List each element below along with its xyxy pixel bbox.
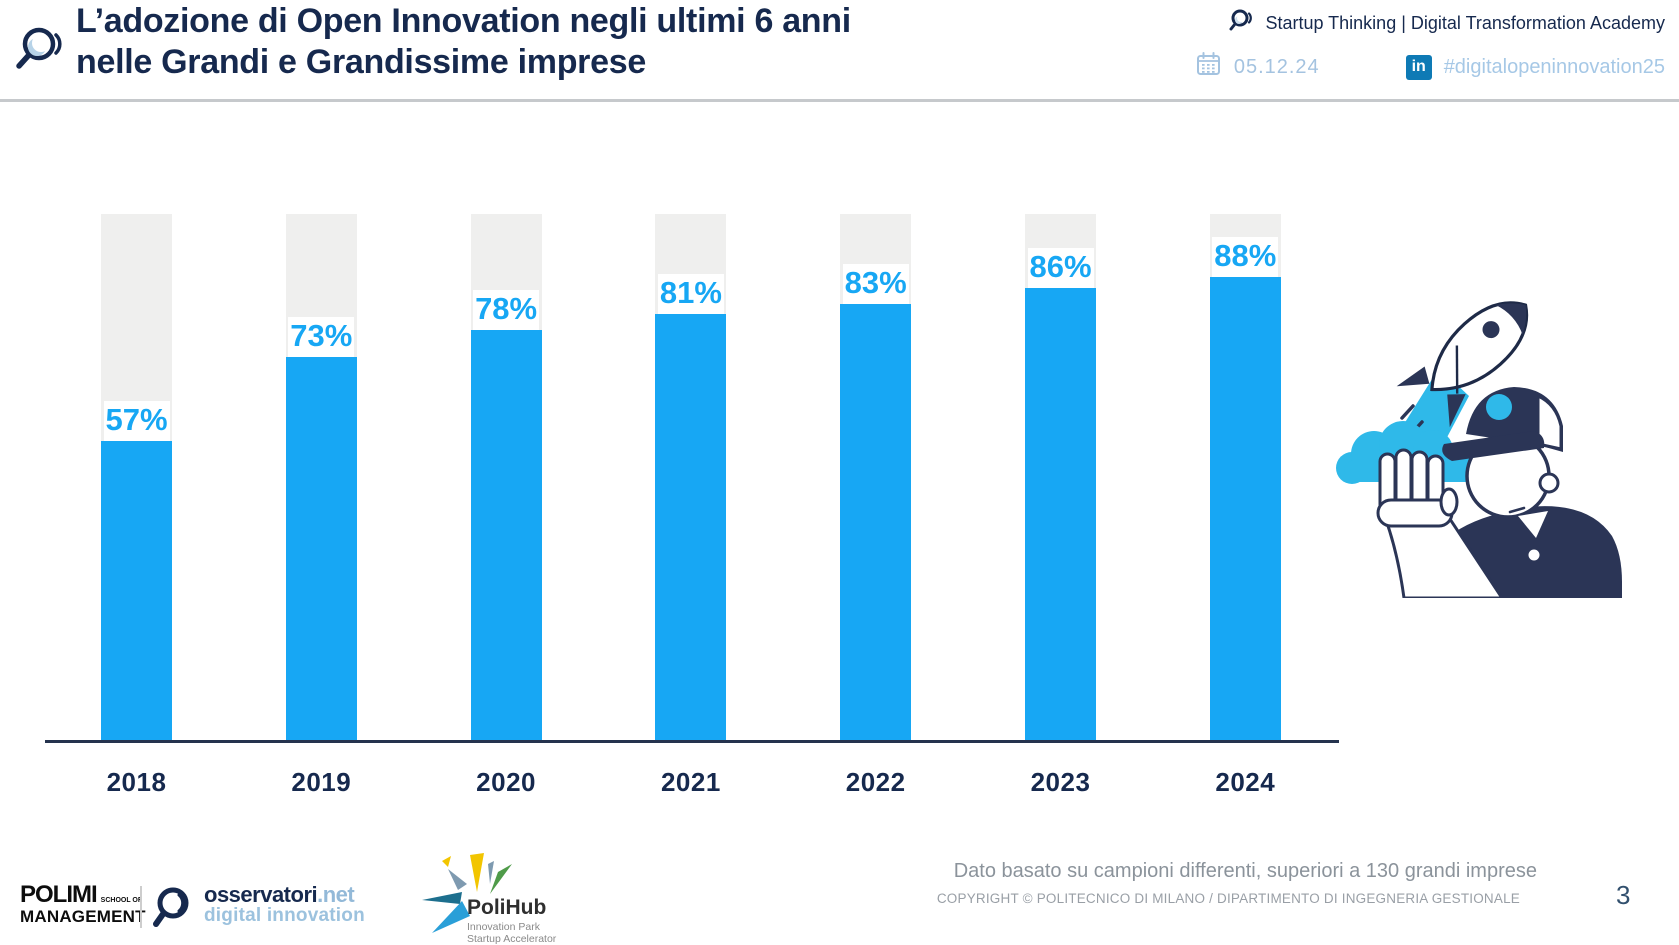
- page-title-line2: nelle Grandi e Grandissime imprese: [76, 43, 646, 81]
- header-event-row: Startup Thinking | Digital Transformatio…: [1229, 8, 1665, 39]
- bar-year-label: 2021: [660, 767, 721, 797]
- bar-year-label: 2023: [1030, 767, 1091, 797]
- bar-group: 78% 2020: [470, 214, 542, 797]
- osservatori-magnifier-icon: [152, 884, 196, 937]
- bar-value-label: 83%: [842, 263, 909, 304]
- magnifier-icon: [1229, 8, 1253, 39]
- bar-value-label: 86%: [1027, 247, 1094, 288]
- bar-value-label: 57%: [103, 401, 170, 442]
- page-title-line1: L’adozione di Open Innovation negli ulti…: [76, 2, 851, 40]
- rocket-icon: [1396, 301, 1529, 428]
- bar-chart: 57% 2018 73% 2019 78% 2020 81% 2021 83% 2022 86% 20…: [101, 214, 1282, 797]
- bar-year-label: 2019: [291, 767, 352, 797]
- event-date: 05.12.24: [1233, 55, 1320, 78]
- page-number: 3: [1616, 880, 1631, 910]
- bar-fill: [1025, 287, 1096, 742]
- polihub-subtitle2-text: Startup Accelerator: [467, 933, 557, 945]
- polimi-school-text: SCHOOL OF: [100, 897, 143, 904]
- bar-year-label: 2024: [1215, 767, 1276, 797]
- bar-group: 57% 2018: [101, 214, 172, 797]
- page-title: L’adozione di Open Innovation negli ulti…: [76, 1, 1076, 83]
- bar-value-label: 81%: [657, 274, 724, 315]
- x-axis-line: [45, 740, 1339, 743]
- polimi-management-text: MANAGEMENT: [20, 907, 146, 926]
- bar-value-label: 88%: [1212, 237, 1279, 278]
- bar-value-label: 78%: [473, 290, 540, 331]
- bar-year-label: 2018: [106, 767, 167, 797]
- polimi-logo-text: POLIMI: [20, 881, 98, 908]
- bar-group: 73% 2019: [285, 214, 357, 797]
- rocket-launch-illustration: [1286, 264, 1622, 603]
- osservatori-subtitle-text: digital innovation: [204, 905, 365, 926]
- bar-group: 81% 2021: [655, 214, 727, 797]
- copyright-text: COPYRIGHT © POLITECNICO DI MILANO / DIPA…: [936, 891, 1520, 906]
- bar-year-label: 2020: [476, 767, 537, 797]
- bar-fill: [101, 441, 172, 742]
- polihub-name-text: PoliHub: [467, 896, 547, 919]
- osservatori-name-text: osservatori: [204, 882, 318, 907]
- osservatori-logo: osservatori.net digital innovation: [152, 884, 365, 937]
- osservatori-net-text: .net: [317, 882, 355, 907]
- header-date-row: 05.12.24 in #digitalopeninnovation25: [1195, 51, 1665, 83]
- header-divider: [0, 99, 1679, 102]
- bar-fill: [285, 356, 357, 742]
- event-title: Startup Thinking | Digital Transformatio…: [1265, 13, 1665, 33]
- bar-fill: [1209, 277, 1281, 742]
- calendar-icon: [1195, 51, 1222, 83]
- polihub-burst-icon: [420, 853, 540, 944]
- polimi-logo: POLIMI SCHOOL OF MANAGEMENT: [20, 881, 146, 927]
- bar-group: 88% 2024: [1209, 214, 1281, 797]
- linkedin-icon[interactable]: in: [1405, 54, 1432, 80]
- hashtag-link[interactable]: #digitalopeninnovation25: [1443, 55, 1665, 78]
- osservatori-magnifier-logo-icon: [14, 22, 62, 83]
- bar-value-label: 73%: [288, 316, 355, 357]
- bar-group: 86% 2023: [1025, 214, 1096, 797]
- bar-year-label: 2022: [845, 767, 906, 797]
- bar-fill: [840, 303, 912, 742]
- bar-fill: [470, 330, 542, 742]
- bar-group: 83% 2022: [840, 214, 912, 797]
- data-source-note: Dato basato su campioni differenti, supe…: [953, 860, 1537, 882]
- header-meta: Startup Thinking | Digital Transformatio…: [1195, 8, 1665, 83]
- footer-logo-divider: [140, 886, 142, 928]
- bar-fill: [655, 314, 727, 742]
- polihub-subtitle1-text: Innovation Park: [467, 921, 540, 933]
